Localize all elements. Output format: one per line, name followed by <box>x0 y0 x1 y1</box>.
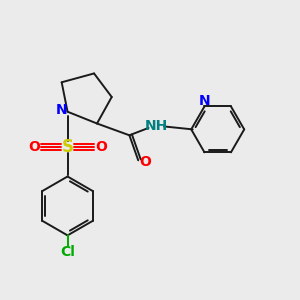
Text: N: N <box>199 94 210 108</box>
Text: O: O <box>139 155 151 169</box>
Text: N: N <box>55 103 67 117</box>
Text: O: O <box>95 140 107 154</box>
Text: Cl: Cl <box>60 244 75 259</box>
Text: O: O <box>28 140 40 154</box>
Text: NH: NH <box>144 119 167 134</box>
Text: S: S <box>61 138 74 156</box>
